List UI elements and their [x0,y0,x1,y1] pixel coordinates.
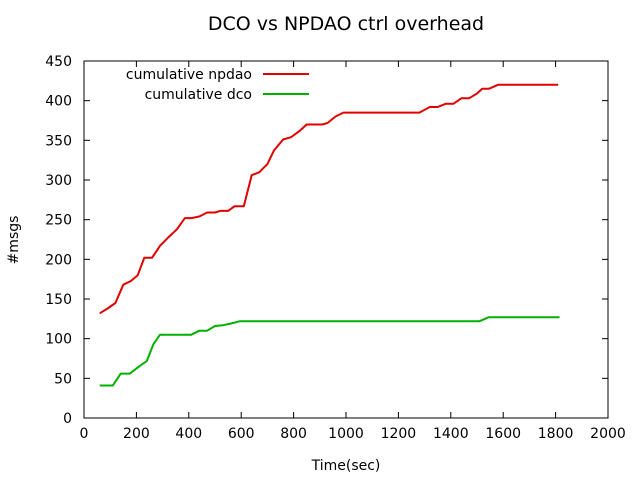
y-tick-label: 350 [45,133,72,149]
y-tick-label: 250 [45,213,72,229]
axis-ticks: 0 200 400 600 800 1000 1200 1400 1600 1800 2000 0 50… [45,54,626,442]
x-tick-label: 1800 [538,426,574,442]
x-tick-label: 1200 [381,426,417,442]
legend: cumulative npdao cumulative dco [126,67,309,103]
y-tick-label: 150 [45,292,72,308]
legend-label: cumulative npdao [126,67,252,83]
x-tick-label: 2000 [590,426,626,442]
x-tick-label: 1600 [485,426,521,442]
x-tick-label: 400 [175,426,202,442]
y-axis-label: #msgs [6,216,22,265]
plot-frame [83,60,609,419]
x-tick-label: 1000 [328,426,364,442]
y-tick-label: 450 [45,54,72,70]
x-tick-label: 800 [280,426,307,442]
y-tick-label: 400 [45,94,72,110]
series-line-cumulative-npdao [99,83,559,315]
y-tick-label: 0 [63,411,72,427]
x-tick-label: 600 [228,426,255,442]
x-tick-label: 0 [80,426,89,442]
series-line-cumulative-dco [99,316,560,387]
chart-title: DCO vs NPDAO ctrl overhead [208,13,484,35]
x-tick-label: 1400 [433,426,469,442]
y-tick-label: 100 [45,332,72,348]
x-tick-label: 200 [123,426,150,442]
legend-label: cumulative dco [145,87,252,103]
x-axis-label: Time(sec) [311,458,381,474]
y-tick-label: 200 [45,252,72,268]
y-tick-label: 300 [45,173,72,189]
series-lines [99,83,560,387]
y-tick-label: 50 [54,371,72,387]
